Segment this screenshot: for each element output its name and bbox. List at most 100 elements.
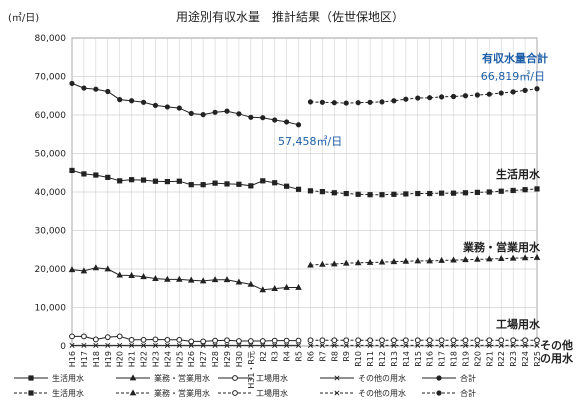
triangle-marker (152, 274, 159, 282)
dot-marker (436, 375, 442, 381)
x-marker-stroke (117, 342, 123, 348)
x-tick-label: H28 (211, 351, 220, 367)
circle-marker (474, 337, 481, 344)
x-axis-ticks: H16 H17 H18 H19 H20 H21 H22 H23 H24 H25 H26 H27 H28 H… (68, 351, 542, 389)
square-marker (188, 182, 194, 188)
dot-marker (284, 119, 290, 125)
x-tick-label: R16 (426, 351, 435, 367)
square-marker (462, 190, 469, 196)
square-marker (117, 178, 123, 184)
y-axis-ticks: 0 10,000 20,000 30,000 40,000 50,000 60,000 70,… (35, 34, 67, 352)
x-marker-stroke (188, 342, 194, 348)
triangle-marker (366, 258, 374, 265)
legend-label: 工場用水 (256, 373, 288, 383)
square-marker (140, 177, 147, 183)
dot-marker (510, 89, 516, 95)
circle-marker (462, 337, 469, 344)
circle-marker (331, 337, 338, 344)
square-marker (28, 375, 34, 381)
legend-entry: 業務・営業用水 (116, 373, 210, 383)
legend-entry: その他の用水 (320, 388, 406, 398)
dot-marker (450, 93, 457, 100)
series-other-actual (69, 342, 302, 348)
x-marker-stroke (367, 342, 373, 348)
dot-marker (522, 87, 528, 93)
square-marker (164, 179, 170, 185)
circle-marker (319, 337, 326, 344)
dot-marker (427, 95, 433, 101)
legend-label: 業務・営業用水 (154, 388, 210, 398)
square-marker (260, 178, 266, 184)
circle-marker (367, 337, 373, 344)
square-marker (534, 186, 540, 192)
triangle-marker (521, 254, 529, 261)
x-tick-label: R8 (330, 351, 339, 362)
x-tick-label: R25 (533, 351, 542, 367)
dot-marker (319, 99, 325, 105)
y-tick-label: 20,000 (35, 265, 67, 275)
circle-marker (128, 336, 135, 343)
square-marker (152, 178, 159, 184)
triangle-marker (80, 267, 88, 274)
x-marker-stroke (510, 342, 516, 348)
x-marker-stroke (296, 342, 302, 348)
circle-marker (391, 337, 397, 344)
x-tick-label: R9 (342, 351, 351, 362)
triangle-marker (414, 257, 422, 264)
x-tick-label: R7 (318, 351, 327, 362)
x-tick-label: R6 (306, 351, 315, 362)
triangle-marker (319, 260, 326, 267)
dot-marker (474, 92, 480, 98)
chart-title: 用途別有収水量 推計結果（佐世保地区） (176, 9, 404, 24)
legend-entry: 業務・営業用水 (116, 388, 210, 398)
triangle-marker (331, 260, 338, 267)
circle-marker (414, 337, 421, 344)
triangle-marker (211, 276, 219, 283)
dot-marker (117, 96, 123, 103)
legend-label: 生活用水 (52, 373, 84, 383)
square-marker (367, 192, 373, 198)
x-marker-stroke (486, 342, 492, 348)
square-marker (295, 186, 302, 192)
square-marker (391, 191, 397, 197)
square-marker (93, 172, 99, 178)
triangle-marker (128, 271, 135, 278)
x-tick-label: H30 (235, 351, 244, 367)
x-tick-label: H18 (92, 351, 101, 367)
circle-marker (450, 337, 457, 344)
triangle-marker (354, 259, 362, 266)
dot-marker (260, 115, 266, 121)
x-tick-label: R3 (271, 351, 280, 362)
circle-marker (104, 334, 111, 341)
legend-label: その他の用水 (358, 388, 406, 398)
square-marker (439, 190, 445, 196)
square-marker (307, 188, 314, 194)
label-business-water: 業務・営業用水 (462, 240, 541, 254)
circle-marker (522, 337, 528, 344)
x-marker-stroke (307, 342, 313, 348)
square-marker (498, 188, 504, 194)
x-tick-label: H17 (80, 351, 89, 367)
dot-marker (415, 95, 421, 101)
label-other-water-line2: の用水 (540, 351, 574, 365)
x-marker-stroke (462, 342, 468, 348)
circle-marker (188, 338, 195, 345)
x-marker-stroke (141, 342, 147, 348)
legend-label: 業務・営業用水 (154, 373, 210, 383)
dot-marker (224, 108, 230, 114)
circle-marker (486, 337, 493, 344)
dot-marker (439, 94, 445, 100)
x-marker-stroke (439, 342, 445, 348)
square-marker (236, 181, 242, 187)
square-marker (319, 189, 325, 195)
x-tick-label: R2 (259, 351, 268, 362)
circle-marker (295, 337, 302, 344)
square-marker (248, 183, 254, 189)
x-marker-stroke (355, 342, 361, 348)
label-factory-water: 工場用水 (496, 317, 541, 331)
x-marker-stroke (474, 342, 480, 348)
x-tick-label: R10 (354, 351, 363, 367)
x-marker-stroke (200, 342, 206, 348)
triangle-marker (378, 258, 386, 265)
